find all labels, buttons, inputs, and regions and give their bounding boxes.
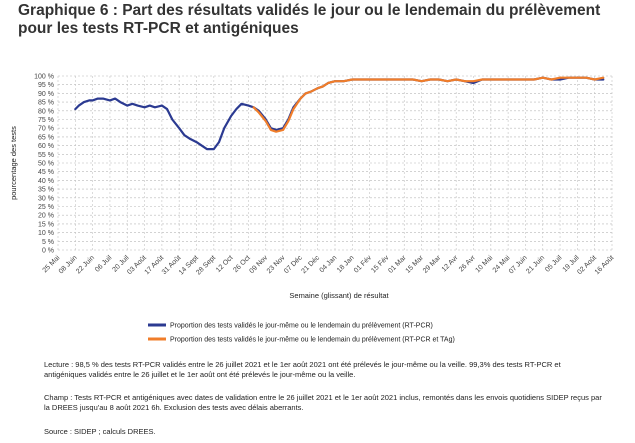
legend-label: Proportion des tests validés le jour-mêm… <box>170 323 433 330</box>
y-axis: 0 % 5 % 10 % 15 %20 % 25 % 30 %35 % 40 % 45 %50… <box>34 74 54 255</box>
x-tick-label: 28 Sept <box>195 254 217 276</box>
x-tick-label: 21 Juin <box>525 254 546 275</box>
x-tick-label: 18 Jan <box>336 254 356 274</box>
grid <box>57 75 613 251</box>
source-text: Source : SIDEP ; calculs DREES. <box>44 427 156 436</box>
x-tick-label: 22 Juin <box>75 254 96 275</box>
x-axis-title: Semaine (glissant) de résultat <box>289 291 389 300</box>
note-lecture: Lecture : 98,5 % des tests RT-PCR validé… <box>44 360 604 379</box>
y-axis-title: pourcentage des tests <box>9 126 18 200</box>
y-tick-label: 100 % <box>34 74 54 81</box>
y-tick-label: 95 % <box>38 82 54 89</box>
x-tick-label: 10 Mai <box>474 254 494 274</box>
x-tick-label: 01 Fév <box>353 254 373 274</box>
series <box>74 76 605 151</box>
x-tick-label: 04 Jan <box>319 254 339 274</box>
y-tick-label: 40 % <box>38 178 54 185</box>
legend-label: Proportion des tests validés le jour-mêm… <box>170 337 455 344</box>
x-tick-label: 16 Août <box>594 254 616 276</box>
y-tick-label: 75 % <box>38 117 54 124</box>
y-tick-label: 10 % <box>38 230 54 237</box>
y-tick-label: 45 % <box>38 169 54 176</box>
y-tick-label: 80 % <box>38 108 54 115</box>
x-tick-label: 05 Juil <box>544 254 564 274</box>
note-source: Source : SIDEP ; calculs DREES. <box>44 427 604 437</box>
y-tick-label: 15 % <box>38 221 54 228</box>
y-tick-label: 30 % <box>38 195 54 202</box>
x-tick-label: 06 Juil <box>94 254 114 274</box>
champ-text: Champ : Tests RT-PCR et antigéniques ave… <box>44 393 602 412</box>
y-tick-label: 55 % <box>38 152 54 159</box>
lecture-text: Lecture : 98,5 % des tests RT-PCR validé… <box>44 360 561 379</box>
y-tick-label: 65 % <box>38 134 54 141</box>
y-tick-label: 35 % <box>38 187 54 194</box>
y-tick-label: 0 % <box>42 248 54 255</box>
y-tick-label: 70 % <box>38 126 54 133</box>
x-tick-label: 15 Mar <box>405 254 426 275</box>
legend: Proportion des tests validés le jour-mêm… <box>148 323 455 344</box>
y-tick-label: 20 % <box>38 213 54 220</box>
y-tick-label: 85 % <box>38 100 54 107</box>
x-tick-label: 12 Avr <box>441 254 460 273</box>
y-tick-label: 50 % <box>38 161 54 168</box>
series-line-rt-pcr-tag <box>252 76 605 133</box>
y-tick-label: 90 % <box>38 91 54 98</box>
y-tick-label: 60 % <box>38 143 54 150</box>
x-tick-label: 21 Déc <box>300 254 321 275</box>
note-champ: Champ : Tests RT-PCR et antigéniques ave… <box>44 393 604 412</box>
series-line-rt-pcr <box>74 76 605 151</box>
x-tick-label: 29 Mar <box>422 254 443 275</box>
y-tick-label: 25 % <box>38 204 54 211</box>
y-tick-label: 5 % <box>42 239 54 246</box>
chart-title: Graphique 6 : Part des résultats validés… <box>18 2 601 37</box>
x-tick-label: 12 Oct <box>215 254 235 274</box>
x-tick-label: 01 Mar <box>387 254 408 275</box>
